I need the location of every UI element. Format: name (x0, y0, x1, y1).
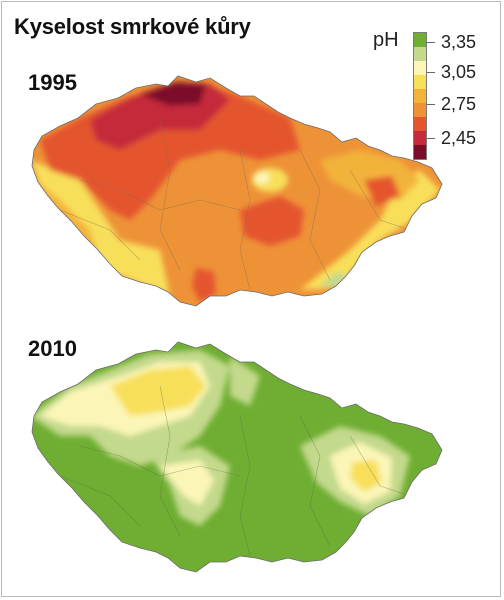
legend-tick-label-3.35: 3,35 (441, 32, 477, 52)
map-1995-district-borders (59, 119, 411, 291)
map-2010-yellow-northwest (110, 366, 206, 416)
legend-tick-3 (427, 104, 435, 105)
legend-swatch-4 (414, 75, 426, 89)
legend-unit-label: pH (373, 29, 399, 51)
map-1995-red-east (364, 176, 400, 206)
map-1995-darkred-north (140, 82, 206, 106)
map-1995 (31, 75, 443, 307)
map-year-label-1995: 1995 (28, 70, 77, 95)
legend-tick-label-2.75: 2,75 (441, 94, 477, 114)
map-1995-pale-center (254, 172, 270, 184)
map-1995-yellow-southeast (300, 170, 440, 290)
map-2010 (31, 341, 443, 573)
legend-tick-4 (427, 138, 435, 139)
legend-swatch-1 (414, 33, 426, 47)
map-2010-lightgreen-north (230, 356, 260, 406)
map-year-label-2010: 2010 (28, 336, 77, 361)
legend-swatch-2 (414, 47, 426, 61)
map-1995-red-center (240, 196, 304, 246)
map-1995-red-south (192, 268, 216, 302)
legend-tick-label-3.05: 3,05 (441, 62, 477, 82)
legend-tick-2 (427, 72, 435, 73)
legend-swatch-3 (414, 61, 426, 75)
legend-swatch-8 (414, 131, 426, 145)
map-2010-pale-center (160, 460, 214, 506)
figure-title: Kyselost smrkové kůry (14, 14, 251, 39)
map-2010-yellow-east (350, 460, 382, 492)
legend-swatch-9 (414, 145, 426, 159)
legend-color-bar (413, 32, 427, 160)
legend-tick-label-2.45: 2,45 (441, 128, 477, 148)
legend-swatch-5 (414, 89, 426, 103)
legend-swatch-7 (414, 117, 426, 131)
legend-swatch-6 (414, 103, 426, 117)
map-2010-district-borders (59, 385, 411, 557)
legend-tick-1 (427, 42, 435, 43)
map-1995-yellow-southwest (32, 160, 170, 296)
